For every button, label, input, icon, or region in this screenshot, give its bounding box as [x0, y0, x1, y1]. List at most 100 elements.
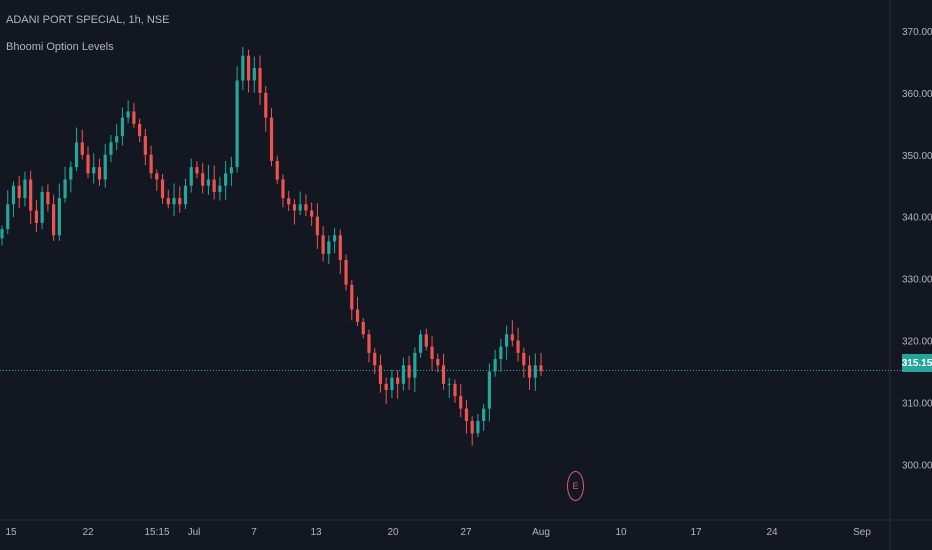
- y-tick-label: 370.00: [902, 27, 932, 38]
- candle-body: [413, 352, 417, 378]
- candle-body: [172, 198, 176, 205]
- y-tick-label: 300.00: [902, 460, 932, 471]
- candle-body: [183, 185, 188, 205]
- y-tick-label: 330.00: [902, 275, 932, 286]
- x-tick-label: 15: [5, 527, 17, 538]
- candle-body: [206, 179, 211, 186]
- candle-body: [287, 198, 291, 205]
- candle-body: [109, 142, 113, 155]
- candle-body: [138, 123, 142, 137]
- candle-body: [321, 235, 325, 254]
- candle-body: [539, 365, 543, 372]
- candle-body: [74, 142, 79, 168]
- candle-body: [6, 204, 10, 230]
- candle-body: [378, 365, 383, 384]
- y-tick-label: 350.00: [902, 151, 932, 162]
- candle-body: [218, 185, 222, 192]
- candle-body: [315, 216, 319, 236]
- candle-body: [373, 352, 377, 366]
- candle-body: [499, 346, 503, 360]
- x-tick-label: 15:15: [144, 527, 169, 538]
- x-tick-label: 17: [690, 527, 702, 538]
- y-tick-label: 320.00: [902, 336, 932, 347]
- x-tick-label: 24: [766, 527, 778, 538]
- candle-body: [0, 229, 4, 239]
- candle-body: [103, 154, 107, 180]
- candle-body: [527, 365, 532, 378]
- x-tick-label: 27: [460, 527, 472, 538]
- candle-body: [80, 142, 84, 155]
- x-tick-label: Aug: [532, 527, 550, 538]
- candle-body: [418, 334, 423, 353]
- candle-body: [281, 179, 285, 199]
- y-tick-label: 310.00: [902, 398, 932, 409]
- candle-body: [86, 154, 90, 174]
- candle-body: [29, 179, 33, 211]
- candle-body: [17, 185, 21, 199]
- candle-body: [166, 198, 170, 205]
- candle-body: [69, 167, 73, 180]
- candle-series: [0, 46, 543, 446]
- candle-body: [310, 210, 314, 217]
- symbol-title[interactable]: ADANI PORT SPECIAL, 1h, NSE: [6, 14, 170, 26]
- candle-body: [476, 420, 480, 434]
- candle-body: [97, 167, 102, 180]
- candle-body: [332, 235, 337, 242]
- candle-body: [424, 334, 428, 347]
- candle-body: [292, 204, 297, 211]
- candle-body: [57, 198, 61, 236]
- candle-body: [178, 198, 182, 205]
- candle-body: [23, 179, 27, 199]
- candle-body: [350, 284, 354, 310]
- candle-body: [126, 111, 130, 118]
- x-tick-label: Jul: [188, 527, 201, 538]
- candle-body: [338, 235, 342, 260]
- candle-body: [252, 68, 256, 81]
- candle-body: [201, 173, 205, 186]
- candle-body: [269, 117, 274, 161]
- candle-body: [390, 377, 394, 390]
- candle-body: [430, 346, 434, 360]
- candle-body: [246, 55, 251, 81]
- x-tick-label: 13: [310, 527, 322, 538]
- indicator-label[interactable]: Bhoomi Option Levels: [6, 41, 114, 53]
- candle-body: [143, 136, 147, 155]
- candle-body: [160, 179, 165, 199]
- x-tick-label: 10: [615, 527, 627, 538]
- candle-body: [436, 359, 440, 366]
- candle-body: [361, 321, 365, 335]
- candle-body: [189, 167, 193, 186]
- candle-body: [344, 260, 348, 285]
- candle-body: [487, 371, 491, 409]
- y-tick-label: 360.00: [902, 89, 932, 100]
- x-tick-label: 7: [251, 527, 257, 538]
- candle-body: [384, 383, 388, 390]
- candle-body: [155, 173, 159, 180]
- candle-body: [258, 68, 262, 93]
- x-tick-label: 22: [82, 527, 94, 538]
- candle-body: [132, 111, 136, 124]
- candle-body: [396, 377, 400, 384]
- candle-body: [447, 383, 451, 385]
- candle-body: [115, 136, 119, 143]
- candle-body: [241, 55, 245, 81]
- candle-body: [453, 383, 457, 397]
- candle-body: [441, 365, 446, 384]
- candle-body: [224, 173, 228, 186]
- candle-body: [264, 92, 268, 118]
- candle-body: [464, 408, 469, 421]
- candle-body: [504, 334, 509, 347]
- time-axis[interactable]: 15 22 15:15 Jul 7 13 20 27 Aug 10 17 24 Sep: [5, 527, 871, 538]
- candle-body: [34, 210, 39, 223]
- candle-body: [516, 340, 520, 353]
- candle-body: [470, 420, 474, 434]
- price-axis[interactable]: 370.00 360.00 350.00 340.00 330.00 320.00 310.…: [902, 27, 932, 471]
- candle-body: [149, 154, 153, 174]
- earnings-event-icon[interactable]: E: [567, 471, 584, 501]
- candle-body: [120, 117, 125, 137]
- candle-body: [327, 241, 331, 254]
- candle-body: [355, 309, 360, 322]
- candle-body: [493, 359, 497, 372]
- candle-body: [401, 365, 405, 384]
